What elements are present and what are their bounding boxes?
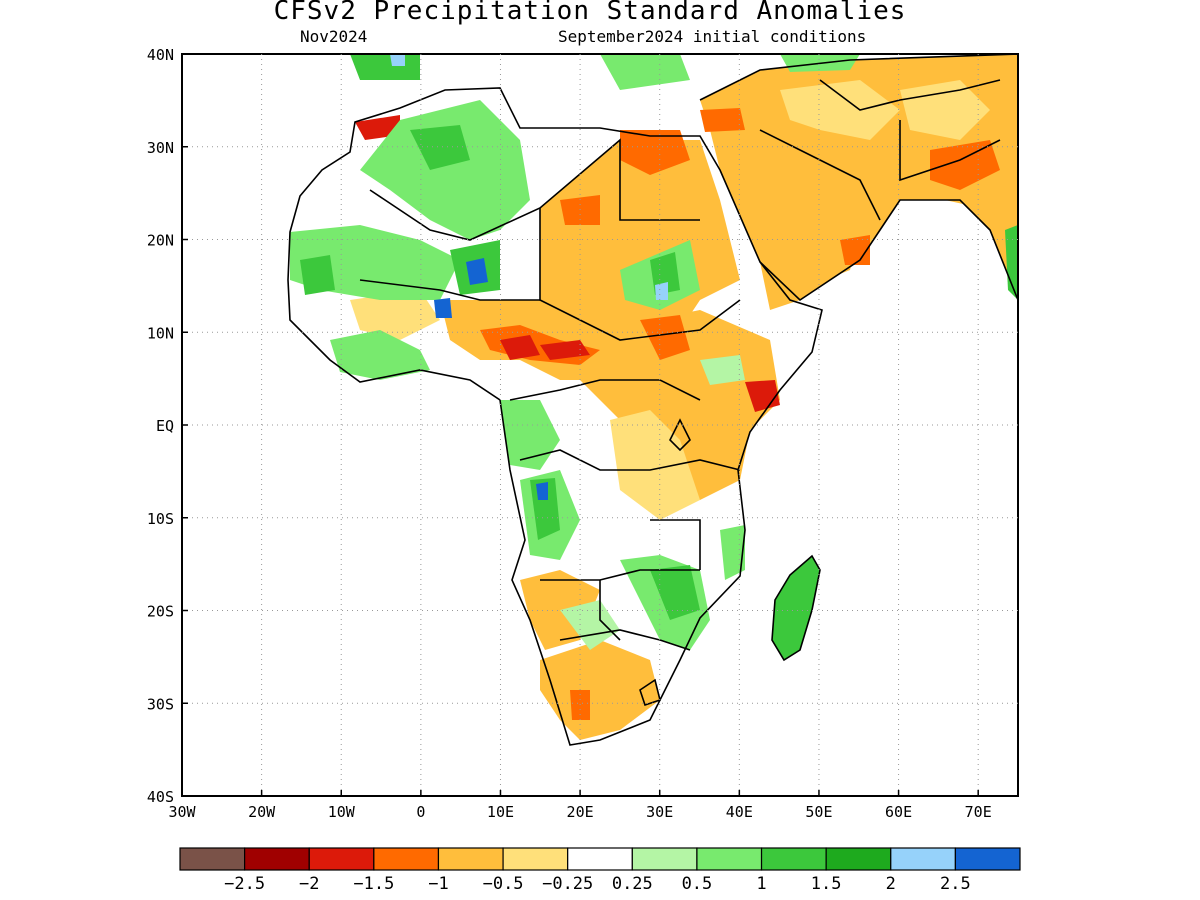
colorbar-swatch xyxy=(890,847,956,871)
colorbar-swatch xyxy=(567,847,633,871)
colorbar-label: 2 xyxy=(886,874,896,894)
colorbar: −2.5 −2 −1.5 −1 −0.5 −0.25 0.25 0.5 1 1.5 2 2.5 xyxy=(179,847,1021,894)
graticule xyxy=(182,54,1018,796)
lon-tick-label: 50E xyxy=(805,803,832,821)
colorbar-swatch xyxy=(696,847,763,871)
axis-ticks: 30W 20W 10W 0 10E 20E 30E 40E 50E 60E 70E 40N 30N 20N… xyxy=(147,46,992,821)
colorbar-swatch xyxy=(373,847,440,871)
colorbar-swatch xyxy=(308,847,375,871)
initial-conditions-label: September2024 initial conditions xyxy=(558,27,867,46)
anomaly-field xyxy=(288,54,1018,745)
colorbar-label: −0.5 xyxy=(483,874,524,894)
lon-tick-label: 10E xyxy=(487,803,514,821)
colorbar-label: 1.5 xyxy=(811,874,842,894)
colorbar-swatch xyxy=(179,847,246,871)
colorbar-swatch xyxy=(954,847,1021,871)
lat-tick-label: 20S xyxy=(147,603,174,621)
colorbar-label: 2.5 xyxy=(940,874,971,894)
lon-tick-label: 30E xyxy=(646,803,673,821)
lon-tick-label: 10W xyxy=(328,803,356,821)
lat-tick-label: 30S xyxy=(147,695,174,713)
lon-tick-label: 40E xyxy=(726,803,753,821)
colorbar-swatch xyxy=(825,847,892,871)
colorbar-swatch xyxy=(244,847,310,871)
lat-tick-label: 30N xyxy=(147,139,174,157)
colorbar-swatch xyxy=(631,847,698,871)
lon-tick-label: 60E xyxy=(885,803,912,821)
lon-tick-label: 20E xyxy=(567,803,594,821)
colorbar-label: 0.5 xyxy=(682,874,713,894)
colorbar-label: −1 xyxy=(428,874,448,894)
lon-tick-label: 30W xyxy=(168,803,196,821)
lat-tick-label: EQ xyxy=(156,417,174,435)
colorbar-label: 1 xyxy=(756,874,766,894)
colorbar-swatch xyxy=(437,847,504,871)
colorbar-label: 0.25 xyxy=(612,874,653,894)
valid-month-label: Nov2024 xyxy=(300,27,368,46)
lat-tick-label: 40N xyxy=(147,46,174,64)
lat-tick-label: 10S xyxy=(147,510,174,528)
colorbar-label: −2 xyxy=(299,874,319,894)
colorbar-swatch xyxy=(502,847,569,871)
colorbar-label: −2.5 xyxy=(224,874,265,894)
lon-tick-label: 70E xyxy=(965,803,992,821)
colorbar-label: −0.25 xyxy=(542,874,593,894)
country-borders xyxy=(287,54,1018,746)
lon-tick-label: 0 xyxy=(416,803,425,821)
colorbar-label: −1.5 xyxy=(353,874,394,894)
lat-tick-label: 20N xyxy=(147,232,174,250)
map-title: CFSv2 Precipitation Standard Anomalies xyxy=(273,0,907,26)
lat-tick-label: 10N xyxy=(147,324,174,342)
lat-tick-label: 40S xyxy=(147,788,174,806)
lon-tick-label: 20W xyxy=(248,803,276,821)
madagascar-landmass xyxy=(772,556,820,660)
colorbar-swatch xyxy=(760,847,827,871)
